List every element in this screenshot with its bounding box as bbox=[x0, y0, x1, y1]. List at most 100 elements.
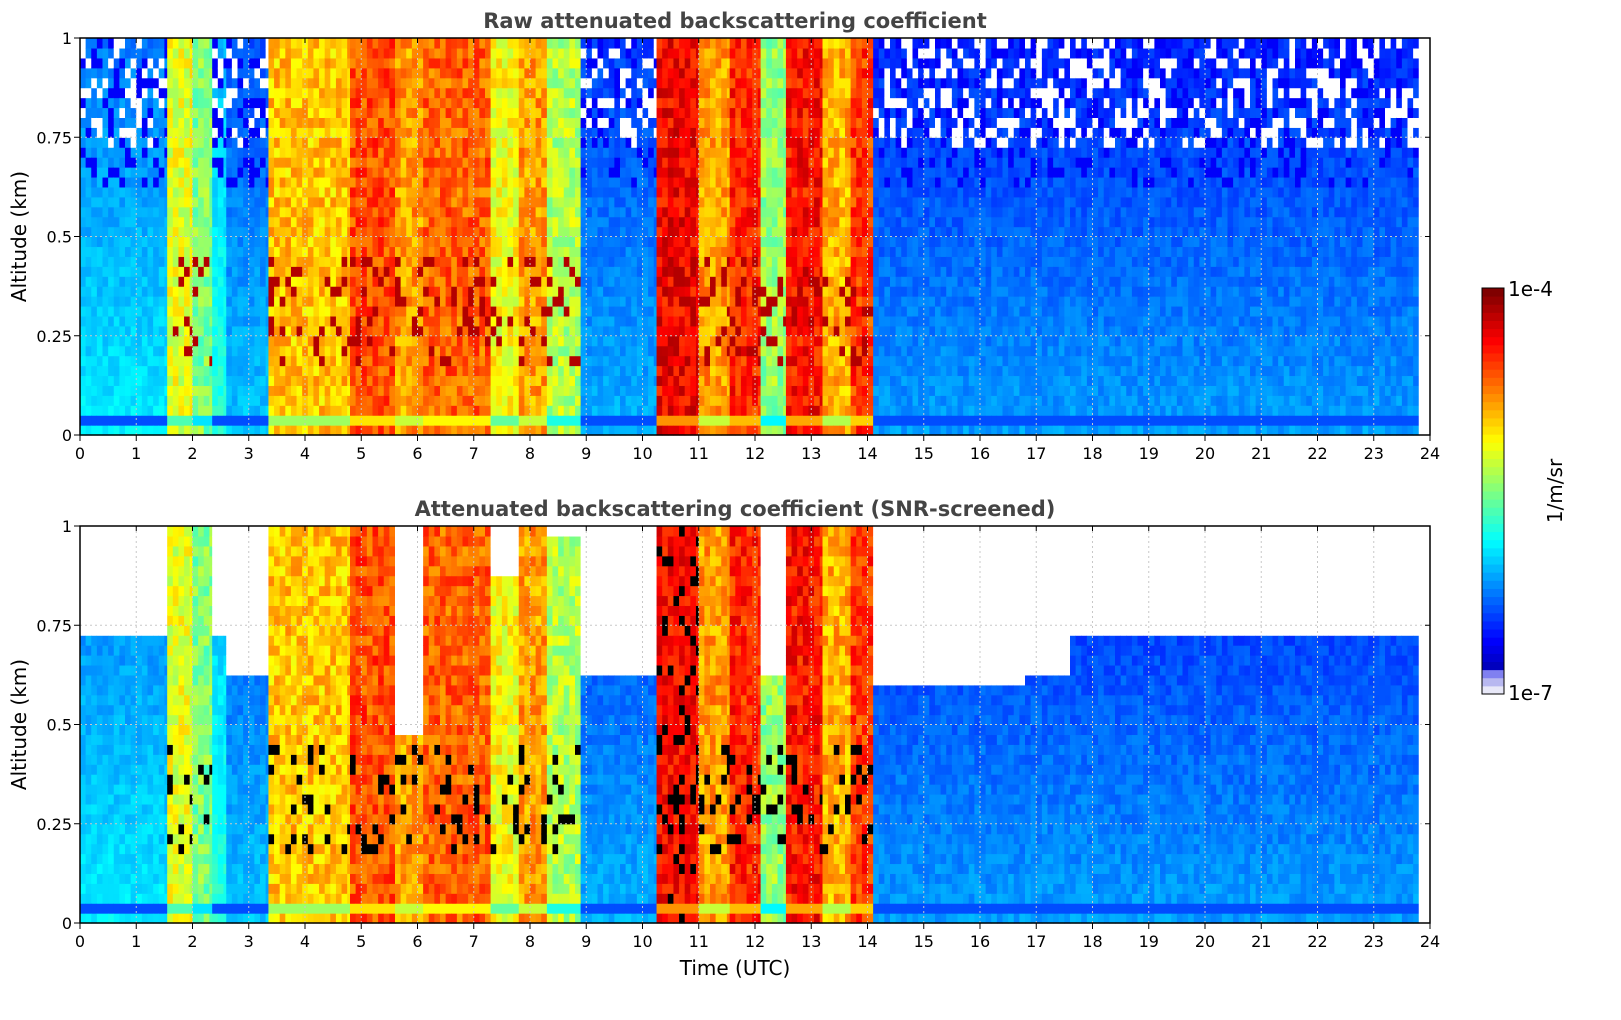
heatmap-cell bbox=[347, 425, 351, 436]
heatmap-cell bbox=[642, 395, 649, 406]
heatmap-cell bbox=[679, 345, 686, 357]
heatmap-cell bbox=[575, 395, 582, 406]
heatmap-cell bbox=[524, 256, 531, 267]
heatmap-cell bbox=[462, 236, 469, 248]
heatmap-cell bbox=[434, 415, 441, 426]
heatmap-cell bbox=[313, 97, 320, 109]
heatmap-cell bbox=[726, 206, 731, 218]
heatmap-cell bbox=[563, 186, 570, 198]
heatmap-cell bbox=[569, 405, 576, 416]
heatmap-cell bbox=[518, 296, 525, 307]
heatmap-cell bbox=[552, 47, 559, 59]
heatmap-cell bbox=[80, 226, 87, 238]
heatmap-cell bbox=[313, 256, 320, 267]
heatmap-cell bbox=[636, 117, 644, 128]
heatmap-cell bbox=[563, 137, 570, 148]
heatmap-cell bbox=[726, 286, 731, 297]
heatmap-cell bbox=[496, 226, 503, 238]
heatmap-cell bbox=[209, 216, 213, 228]
heatmap-cell bbox=[704, 286, 711, 297]
heatmap-cell bbox=[591, 415, 599, 426]
heatmap-cell bbox=[608, 256, 615, 267]
heatmap-cell bbox=[456, 176, 464, 188]
heatmap-cell bbox=[501, 375, 509, 386]
heatmap-cell bbox=[752, 77, 759, 89]
heatmap-cell bbox=[164, 196, 168, 208]
heatmap-cell bbox=[254, 226, 261, 238]
heatmap-cell bbox=[355, 127, 362, 138]
heatmap-cell bbox=[428, 375, 435, 386]
heatmap-cell bbox=[462, 345, 469, 357]
heatmap-cell bbox=[350, 147, 357, 158]
heatmap-cell bbox=[85, 405, 92, 416]
heatmap-cell bbox=[290, 38, 298, 49]
heatmap-cell bbox=[558, 47, 565, 59]
heatmap-cell bbox=[355, 425, 362, 436]
heatmap-cell bbox=[209, 186, 213, 198]
heatmap-cell bbox=[243, 147, 250, 158]
heatmap-cell bbox=[136, 117, 143, 128]
heatmap-cell bbox=[406, 97, 413, 109]
heatmap-cell bbox=[96, 127, 104, 138]
heatmap-cell bbox=[153, 127, 160, 138]
heatmap-cell bbox=[285, 186, 292, 198]
heatmap-cell bbox=[290, 405, 298, 416]
heatmap-cell bbox=[698, 176, 705, 188]
heatmap-cell bbox=[361, 256, 368, 267]
heatmap-cell bbox=[96, 276, 104, 287]
heatmap-cell bbox=[198, 127, 205, 138]
heatmap-cell bbox=[710, 107, 717, 118]
heatmap-cell bbox=[347, 167, 351, 178]
heatmap-cell bbox=[597, 157, 604, 168]
heatmap-cell bbox=[147, 236, 154, 248]
heatmap-cell bbox=[704, 236, 711, 248]
heatmap-cell bbox=[597, 286, 604, 297]
heatmap-cell bbox=[119, 87, 126, 99]
heatmap-cell bbox=[209, 157, 213, 168]
heatmap-cell bbox=[226, 335, 233, 347]
heatmap-cell bbox=[563, 226, 570, 238]
heatmap-cell bbox=[530, 127, 537, 138]
heatmap-cell bbox=[679, 206, 686, 218]
heatmap-cell bbox=[479, 167, 486, 178]
heatmap-cell bbox=[684, 315, 691, 327]
heatmap-cell bbox=[631, 67, 638, 79]
heatmap-cell bbox=[684, 405, 691, 416]
heatmap-cell bbox=[710, 97, 717, 109]
heatmap-cell bbox=[710, 335, 717, 347]
heatmap-cell bbox=[656, 167, 663, 178]
heatmap-cell bbox=[96, 236, 104, 248]
heatmap-cell bbox=[302, 296, 309, 307]
heatmap-cell bbox=[400, 375, 407, 386]
heatmap-cell bbox=[710, 186, 717, 198]
heatmap-cell bbox=[341, 67, 348, 79]
heatmap-cell bbox=[428, 157, 435, 168]
heatmap-cell bbox=[223, 365, 227, 377]
heatmap-cell bbox=[184, 117, 191, 128]
heatmap-cell bbox=[136, 315, 143, 327]
heatmap-cell bbox=[552, 67, 559, 79]
heatmap-cell bbox=[636, 167, 644, 178]
heatmap-cell bbox=[223, 345, 227, 357]
heatmap-cell bbox=[729, 226, 736, 238]
heatmap-cell bbox=[445, 425, 452, 436]
heatmap-cell bbox=[625, 147, 632, 158]
heatmap-cell bbox=[290, 266, 298, 277]
heatmap-cell bbox=[198, 196, 205, 208]
heatmap-cell bbox=[217, 47, 225, 59]
heatmap-cell bbox=[130, 117, 137, 128]
heatmap-cell bbox=[631, 325, 638, 337]
heatmap-cell bbox=[662, 226, 669, 238]
heatmap-cell bbox=[690, 415, 697, 426]
heatmap-cell bbox=[198, 385, 205, 396]
heatmap-cell bbox=[296, 97, 303, 109]
heatmap-cell bbox=[695, 57, 700, 69]
heatmap-cell bbox=[324, 117, 331, 128]
heatmap-cell bbox=[462, 38, 469, 49]
heatmap-cell bbox=[698, 385, 705, 396]
heatmap-cell bbox=[378, 385, 385, 396]
heatmap-cell bbox=[395, 226, 402, 238]
heatmap-cell bbox=[313, 365, 320, 377]
heatmap-cell bbox=[586, 127, 593, 138]
heatmap-cell bbox=[428, 47, 435, 59]
